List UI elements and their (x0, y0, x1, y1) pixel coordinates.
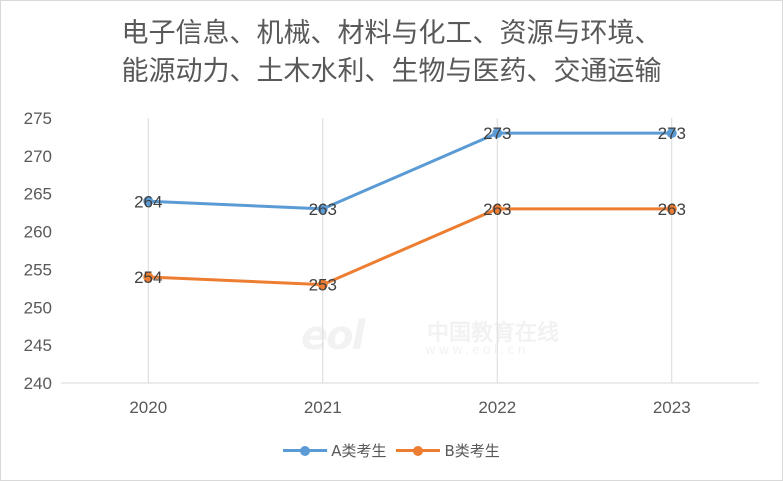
legend-label-1: A类考生 (331, 442, 387, 460)
chart-legend: A类考生 B类考生 (1, 440, 782, 461)
legend-item-2: B类考生 (396, 440, 500, 461)
series-2-label-2023: 263 (658, 200, 686, 219)
legend-swatch-1 (283, 445, 328, 456)
chart-title-line-1: 电子信息、机械、材料与化工、资源与环境、 (121, 18, 662, 49)
series-2-point-2022 (492, 203, 503, 214)
series-2-point-2021 (317, 279, 328, 290)
series-line-2 (146, 207, 674, 287)
series-1-label-2020: 264 (134, 192, 162, 211)
series-2-point-2023 (666, 203, 677, 214)
series-1-point-2020 (143, 196, 154, 207)
y-tick-label-245: 245 (24, 336, 52, 355)
legend-item-1: A类考生 (283, 440, 386, 461)
series-1-point-2023 (666, 128, 677, 139)
x-tick-label-2022: 2022 (478, 398, 516, 417)
y-tick-label-255: 255 (24, 260, 52, 279)
series-1-point-2021 (317, 203, 328, 214)
y-tick-label-275: 275 (24, 109, 52, 128)
series-2-point-2020 (143, 272, 154, 282)
y-tick-label-250: 250 (24, 298, 52, 317)
x-tick-label-2021: 2021 (304, 398, 342, 417)
y-tick-label-260: 260 (24, 223, 52, 242)
x-tick-label-2020: 2020 (129, 398, 167, 417)
series-2-label-2020: 254 (134, 268, 162, 287)
chart-title: 电子信息、机械、材料与化工、资源与环境、 能源动力、土木水利、生物与医药、交通运… (1, 15, 782, 91)
y-tick-label-265: 265 (24, 185, 52, 204)
series-2-label-2022: 263 (483, 200, 511, 219)
legend-label-2: B类考生 (444, 442, 500, 460)
y-tick-label-240: 240 (24, 374, 52, 393)
series-1-label-2021: 263 (309, 200, 337, 219)
series-2-label-2021: 253 (309, 276, 337, 295)
chart-title-line-2: 能源动力、土木水利、生物与医药、交通运输 (121, 56, 662, 87)
series-1-label-2023: 273 (658, 124, 686, 143)
series-line-1 (146, 131, 674, 211)
series-1-point-2022 (492, 128, 503, 139)
x-tick-label-2023: 2023 (653, 398, 691, 417)
legend-swatch-2 (396, 445, 441, 456)
series-1-label-2022: 273 (483, 124, 511, 143)
y-tick-label-270: 270 (24, 147, 52, 166)
